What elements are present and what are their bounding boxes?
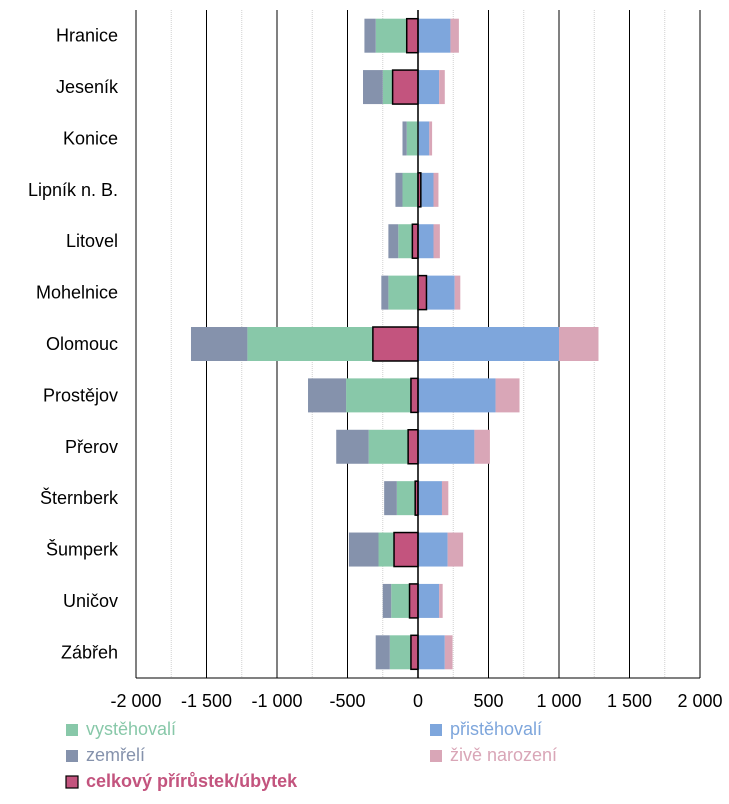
category-label: Přerov [65, 437, 118, 457]
category-label: Jeseník [56, 77, 119, 97]
bar-přistěhovalí [418, 70, 440, 105]
legend-swatch [430, 724, 442, 736]
legend-label: vystěhovalí [86, 719, 176, 739]
category-label: Konice [63, 128, 118, 148]
legend-label: zemřelí [86, 745, 145, 765]
bar-živě-narození [444, 635, 453, 670]
legend-label: přistěhovalí [450, 719, 542, 739]
bar-živě-narození [447, 532, 464, 567]
bar-živě-narození [439, 70, 445, 105]
bar-přistěhovalí [418, 481, 442, 516]
category-label: Mohelnice [36, 283, 118, 303]
bar-přistěhovalí [418, 327, 559, 361]
bar-net-change [417, 274, 428, 311]
bar-zemřelí [364, 18, 376, 53]
bar-zemřelí [308, 378, 347, 413]
bar-přistěhovalí [418, 583, 440, 618]
bar-přistěhovalí [418, 224, 434, 259]
legend-swatch [66, 724, 78, 736]
category-label: Prostějov [43, 385, 118, 405]
category-label: Uničov [63, 591, 118, 611]
bar-vystěhovalí [402, 172, 418, 207]
bar-net-change [410, 634, 419, 671]
bar-net-change [410, 377, 419, 414]
x-tick-label: 1 000 [536, 691, 581, 711]
bar-net-change [393, 531, 419, 568]
bar-zemřelí [402, 121, 407, 156]
bar-živě-narození [433, 224, 440, 259]
bar-živě-narození [433, 172, 439, 207]
x-tick-label: 2 000 [677, 691, 722, 711]
bar-zemřelí [395, 172, 403, 207]
bar-živě-narození [495, 378, 520, 413]
bar-přistěhovalí [418, 378, 496, 413]
bar-zemřelí [381, 275, 389, 310]
category-label: Hranice [56, 26, 118, 46]
bar-živě-narození [454, 275, 461, 310]
category-label: Lipník n. B. [28, 180, 118, 200]
bar-vystěhovalí [388, 275, 418, 310]
bar-zemřelí [375, 635, 390, 670]
bar-živě-narození [441, 481, 449, 516]
bar-net-change [405, 17, 419, 54]
bar-net-change [407, 429, 419, 465]
category-label: Zábřeh [61, 642, 118, 662]
bar-zemřelí [336, 429, 369, 464]
bar-net-change [411, 223, 419, 259]
legend-label: živě narození [450, 745, 557, 765]
bar-zemřelí [384, 481, 397, 516]
bar-vystěhovalí [406, 121, 418, 156]
bar-živě-narození [429, 121, 433, 156]
bar-živě-narození [439, 583, 443, 618]
bar-živě-narození [474, 429, 490, 464]
bar-přistěhovalí [418, 121, 430, 156]
bar-přistěhovalí [418, 635, 445, 670]
legend-label: celkový přírůstek/úbytek [86, 771, 298, 791]
legend-swatch [65, 775, 79, 789]
x-tick-label: -2 000 [110, 691, 161, 711]
bar-zemřelí [190, 327, 248, 361]
category-label: Litovel [66, 231, 118, 251]
bar-zemřelí [382, 583, 392, 618]
legend-swatch [430, 750, 442, 762]
bar-zemřelí [388, 224, 399, 259]
bar-net-change [408, 583, 419, 619]
bar-živě-narození [559, 327, 599, 361]
x-tick-label: 0 [413, 691, 423, 711]
bar-živě-narození [450, 18, 459, 53]
category-label: Šternberk [40, 487, 119, 508]
bar-přistěhovalí [418, 172, 434, 207]
bar-zemřelí [348, 532, 379, 567]
x-tick-label: 500 [473, 691, 503, 711]
bar-přistěhovalí [418, 18, 451, 53]
x-tick-label: -500 [329, 691, 365, 711]
bar-přistěhovalí [418, 429, 475, 464]
bar-net-change [391, 69, 419, 105]
category-label: Šumperk [46, 539, 119, 560]
bar-zemřelí [363, 70, 383, 105]
x-tick-label: -1 000 [251, 691, 302, 711]
category-label: Olomouc [46, 334, 118, 354]
bar-vystěhovalí [346, 378, 418, 413]
bar-vystěhovalí [396, 481, 418, 516]
x-tick-label: -1 500 [181, 691, 232, 711]
legend-swatch [66, 750, 78, 762]
bar-net-change [372, 326, 419, 362]
x-tick-label: 1 500 [607, 691, 652, 711]
bar-přistěhovalí [418, 532, 448, 567]
